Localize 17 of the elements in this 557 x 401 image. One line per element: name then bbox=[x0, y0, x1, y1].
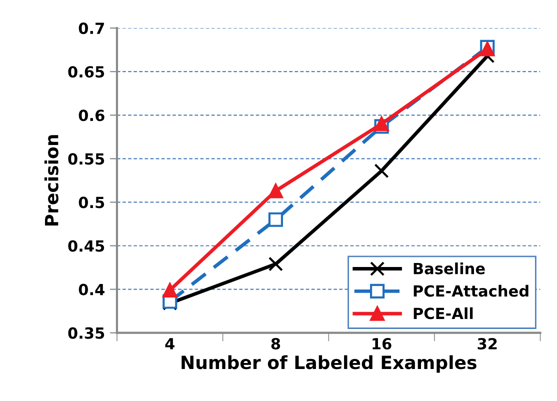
y-tick-label: 0.45 bbox=[68, 240, 104, 252]
y-tick-label: 0.65 bbox=[68, 66, 104, 78]
x-tick-label: 16 bbox=[372, 338, 392, 350]
x-tick-label: 4 bbox=[165, 338, 174, 350]
legend-label: Baseline bbox=[414, 262, 485, 274]
legend-label: PCE-All bbox=[414, 307, 473, 320]
y-tick-label: 0.35 bbox=[68, 327, 104, 339]
y-tick-label: 0.7 bbox=[78, 22, 104, 34]
y-axis-title: Precision bbox=[44, 135, 58, 226]
y-tick-label: 0.6 bbox=[78, 110, 104, 122]
x-tick-label: 32 bbox=[478, 338, 497, 350]
y-tick-label: 0.55 bbox=[68, 153, 104, 165]
x-axis-title: Number of Labeled Examples bbox=[182, 355, 476, 373]
legend-label: PCE-Attached bbox=[414, 284, 528, 297]
x-tick-label: 8 bbox=[271, 338, 280, 350]
y-tick-label: 0.4 bbox=[78, 284, 104, 296]
y-tick-label: 0.5 bbox=[78, 196, 104, 208]
